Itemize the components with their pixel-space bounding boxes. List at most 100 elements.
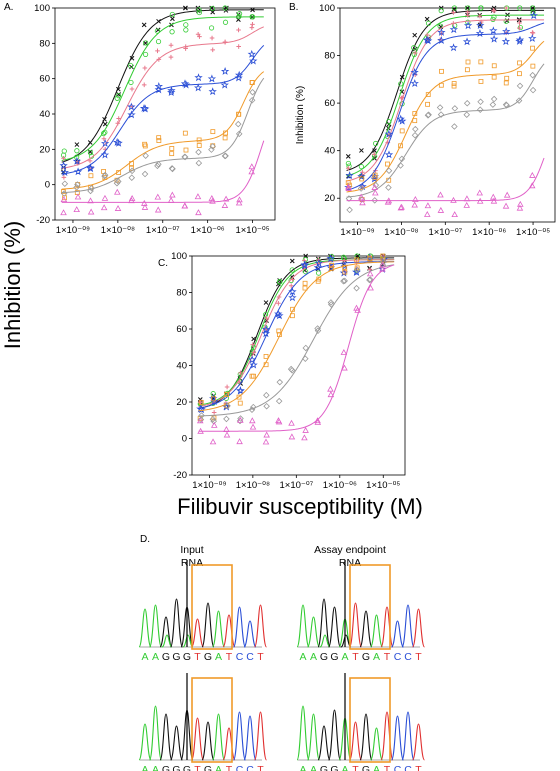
data-point xyxy=(73,167,83,176)
plot-frame xyxy=(339,7,556,223)
base-call-letter: T xyxy=(226,764,233,771)
data-point xyxy=(277,332,282,337)
data-point xyxy=(128,194,136,201)
data-point xyxy=(223,415,230,423)
data-point xyxy=(354,257,360,263)
data-point xyxy=(345,160,351,167)
data-point xyxy=(463,201,471,208)
base-call-letter: C xyxy=(236,651,244,663)
data-point xyxy=(88,184,95,192)
data-point xyxy=(371,197,378,204)
chromatogram-peak xyxy=(148,705,163,761)
data-point xyxy=(155,48,160,54)
data-point xyxy=(379,265,386,272)
data-point xyxy=(86,164,95,173)
data-point xyxy=(463,21,473,30)
data-point xyxy=(251,336,256,342)
data-point xyxy=(236,111,241,117)
data-point xyxy=(183,5,188,11)
data-point xyxy=(380,253,386,259)
data-point xyxy=(141,170,149,178)
data-point xyxy=(236,438,243,445)
fit-curve xyxy=(61,71,265,190)
data-point xyxy=(74,148,80,154)
data-point xyxy=(263,354,269,359)
base-call-letter: G xyxy=(204,651,212,663)
data-point xyxy=(115,86,121,92)
data-point xyxy=(141,22,147,28)
data-point xyxy=(195,209,202,216)
data-point xyxy=(223,395,229,401)
chromatogram-peak xyxy=(390,620,405,648)
data-point xyxy=(276,300,281,306)
base-call-letter: T xyxy=(384,764,391,771)
base-call-letter: T xyxy=(226,651,233,663)
data-point xyxy=(209,438,217,445)
data-point xyxy=(236,196,243,203)
chromatogram-peak xyxy=(369,727,384,761)
data-point xyxy=(451,123,458,130)
data-point xyxy=(236,13,242,20)
base-call-letter: T xyxy=(415,651,422,663)
chromatogram-peak xyxy=(401,711,415,761)
data-point xyxy=(139,103,149,112)
data-point xyxy=(129,165,134,171)
base-call-letter: A xyxy=(373,764,380,771)
data-point xyxy=(249,417,256,424)
series-2 xyxy=(197,253,395,407)
data-point xyxy=(235,130,243,138)
base-call-letter: G xyxy=(320,651,328,663)
data-point xyxy=(437,206,445,213)
data-point xyxy=(154,28,160,34)
x-tick-label: 1×10⁻⁰⁸ xyxy=(236,480,270,491)
data-point xyxy=(450,196,457,203)
data-point xyxy=(263,402,270,410)
series-3 xyxy=(61,22,264,180)
y-tick-label: 40 xyxy=(39,109,50,120)
data-point xyxy=(529,71,536,79)
data-point xyxy=(211,410,217,415)
data-point xyxy=(196,137,202,143)
data-point xyxy=(465,13,471,18)
data-point xyxy=(127,102,136,111)
data-point xyxy=(142,152,149,159)
data-point xyxy=(221,202,229,208)
global-x-label: Filibuvir susceptibility (M) xyxy=(177,494,423,519)
data-point xyxy=(451,5,458,11)
data-point xyxy=(410,67,419,76)
data-point xyxy=(168,165,176,172)
data-point xyxy=(425,20,432,26)
data-point xyxy=(463,99,471,107)
panel-label-b: B. xyxy=(289,2,298,13)
y-tick-label: -20 xyxy=(36,215,50,226)
data-point xyxy=(101,136,107,142)
data-point xyxy=(517,5,523,11)
data-point xyxy=(501,37,511,46)
data-point xyxy=(222,5,228,11)
data-point xyxy=(222,195,230,202)
x-tick-label: 1×10⁻⁰⁸ xyxy=(384,227,418,238)
chromatogram-peak xyxy=(169,725,184,761)
base-call-letter: C xyxy=(246,651,254,663)
base-call-letter: A xyxy=(310,764,317,771)
y-tick-label: 20 xyxy=(39,144,50,155)
data-point xyxy=(102,129,108,135)
data-point xyxy=(302,344,310,352)
x-tick-label: 1×10⁻⁰⁹ xyxy=(192,480,226,491)
base-call-letter: C xyxy=(394,651,402,663)
data-point xyxy=(288,283,294,289)
chromatogram-peak xyxy=(159,616,173,648)
series-7 xyxy=(196,261,395,445)
data-point xyxy=(223,426,230,432)
data-point xyxy=(354,265,360,271)
data-point xyxy=(73,184,80,191)
data-point xyxy=(517,60,522,66)
data-point xyxy=(314,327,322,334)
data-point xyxy=(209,143,216,150)
chromatogram-peak xyxy=(296,604,310,648)
chromatogram-peak xyxy=(359,610,373,648)
data-point xyxy=(302,426,309,433)
base-call-letter: T xyxy=(257,764,264,771)
